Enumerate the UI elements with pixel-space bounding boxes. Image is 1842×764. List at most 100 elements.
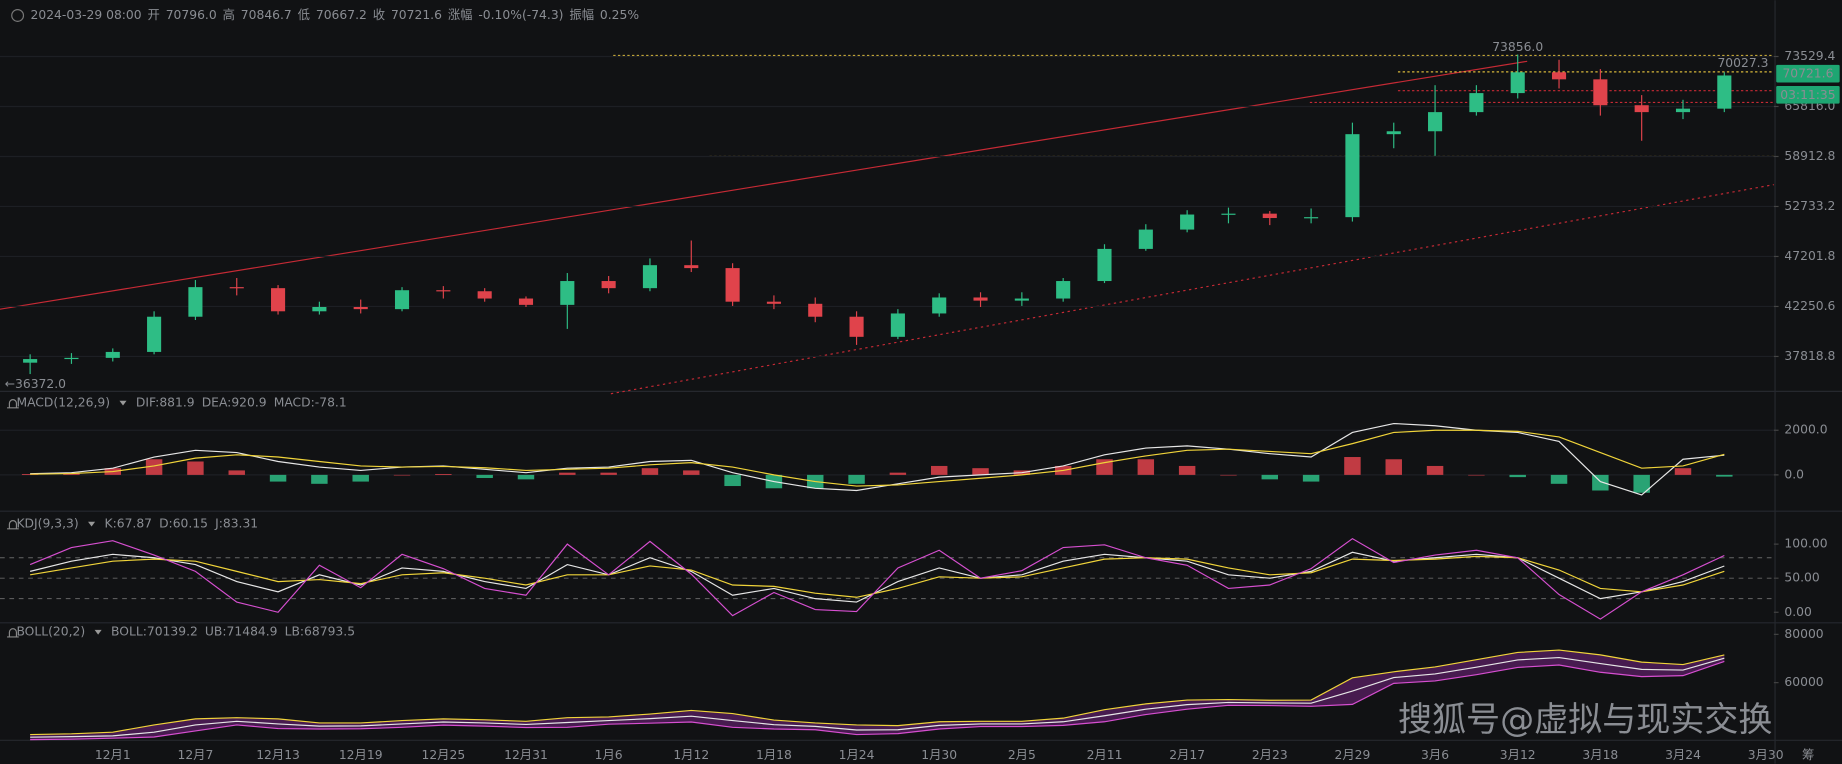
histogram-bar [1633, 474, 1650, 493]
header-label: 涨幅 [448, 7, 473, 22]
histogram-bar [435, 473, 452, 475]
legend-entry: K:67.87 [104, 517, 152, 531]
header-label: 振幅 [569, 7, 594, 22]
y-tick-label: 42250.6 [1784, 299, 1835, 313]
histogram-bar [352, 474, 369, 482]
candle-body [1428, 112, 1443, 132]
legend-entry: MACD:-78.1 [274, 396, 347, 410]
indicator-bell [7, 628, 19, 638]
price-tag-box [1776, 64, 1840, 83]
price-tag: 70721.6 03:11:35 [1776, 64, 1840, 104]
legend-entry: J:83.31 [214, 517, 258, 531]
series-line [30, 422, 1725, 496]
candle-body [890, 313, 905, 337]
countdown-box [1776, 85, 1840, 104]
x-tick-label: 3月12 [1500, 748, 1536, 762]
indicator-menu-arrow[interactable] [119, 400, 127, 406]
x-tick-label: 2月11 [1087, 748, 1123, 762]
high-label: 73856.0 [1492, 40, 1543, 54]
header: 2024-03-29 08:00 开 70796.0 高 70846.7 低 70667.2… [11, 7, 639, 22]
candle-body [229, 287, 244, 289]
histogram-bar [1674, 468, 1692, 475]
candle-body [271, 288, 286, 312]
indicator-title: MACD(12,26,9) [16, 396, 110, 410]
candle-body [518, 298, 534, 305]
histogram-bar [228, 470, 245, 475]
candle-body [560, 281, 575, 305]
y-tick-label: 0.0 [1784, 467, 1804, 481]
candle-body [353, 307, 368, 310]
y-tick-label: 58912.8 [1784, 149, 1835, 163]
x-tick-label: 12月1 [95, 748, 131, 762]
histogram-bar [1261, 474, 1279, 480]
y-tick-label: 2000.0 [1784, 423, 1827, 437]
histogram-bar [1385, 459, 1402, 475]
candle-body [725, 268, 740, 302]
header-value: 70667.2 [316, 8, 367, 22]
histogram-bar [517, 474, 535, 480]
candle-body [436, 290, 451, 292]
x-tick-label: 12月19 [339, 748, 383, 762]
indicator-menu-arrow[interactable] [88, 521, 96, 527]
histogram-bar [145, 459, 163, 475]
countdown: 03:11:35 [1780, 88, 1835, 102]
header-icon[interactable] [11, 9, 25, 22]
histogram-bar [1220, 474, 1237, 476]
y-tick-label: 50.00 [1784, 571, 1819, 585]
histogram-bar [393, 474, 411, 476]
histogram-bar [930, 465, 948, 475]
histogram-bar [21, 473, 39, 475]
candle-body [642, 265, 658, 289]
x-tick-label: 2月29 [1334, 748, 1370, 762]
header-datetime: 2024-03-29 08:00 [31, 8, 142, 22]
y-tick-label: 47201.8 [1784, 249, 1835, 263]
band-fill [30, 650, 1725, 740]
candle-body [1675, 108, 1691, 113]
candle-body [1180, 214, 1195, 230]
series-line [29, 551, 1725, 603]
candle-body [105, 351, 120, 358]
candle-body [147, 316, 162, 352]
candle-body [1221, 213, 1236, 215]
candle-body [766, 301, 781, 304]
candle-body [394, 290, 410, 310]
trend-line [0, 60, 1528, 310]
candle-body [64, 357, 79, 360]
legend-entry: D:60.15 [159, 517, 208, 531]
indicator-menu-arrow[interactable] [94, 629, 102, 635]
y-tick-label: 37818.8 [1784, 349, 1835, 363]
low-label: ←36372.0 [5, 377, 66, 391]
header-label: 收 [373, 8, 385, 22]
x-tick-label: 3月6 [1421, 748, 1449, 762]
x-tick-label: 12月13 [256, 748, 300, 762]
candle-body [477, 291, 492, 299]
y-tick-label: 60000 [1784, 675, 1823, 689]
candle-body [932, 297, 947, 314]
candle-body [1056, 281, 1071, 299]
histogram-bar [972, 468, 989, 475]
histogram-bar [187, 461, 204, 475]
histogram-bar [1509, 474, 1526, 478]
x-tick-label: 2月5 [1008, 748, 1036, 762]
histogram-bar [1426, 465, 1444, 475]
x-tick-label: 1月24 [839, 748, 875, 762]
header-value: 70721.6 [391, 8, 442, 22]
header-value: 70846.7 [241, 8, 292, 22]
x-tick-label: 3月18 [1582, 748, 1618, 762]
y-tick-label: 73529.4 [1784, 49, 1835, 63]
candle-body [1014, 298, 1029, 301]
corner-label: 筹 [1802, 747, 1814, 762]
candle-body [1262, 213, 1277, 219]
header-value: 0.25% [600, 8, 639, 22]
candle-body [188, 287, 203, 317]
candle-body [1593, 79, 1608, 106]
candle-body [973, 297, 988, 301]
x-tick-label: 1月18 [756, 748, 792, 762]
histogram-bar [724, 474, 741, 487]
histogram-bar [848, 474, 865, 484]
series-line [30, 660, 1725, 741]
candle-body [312, 307, 327, 312]
header-value: -0.10%(-74.3) [478, 8, 563, 22]
histogram-bar [1137, 459, 1155, 475]
legend-entry: BOLL:70139.2 [111, 625, 198, 639]
